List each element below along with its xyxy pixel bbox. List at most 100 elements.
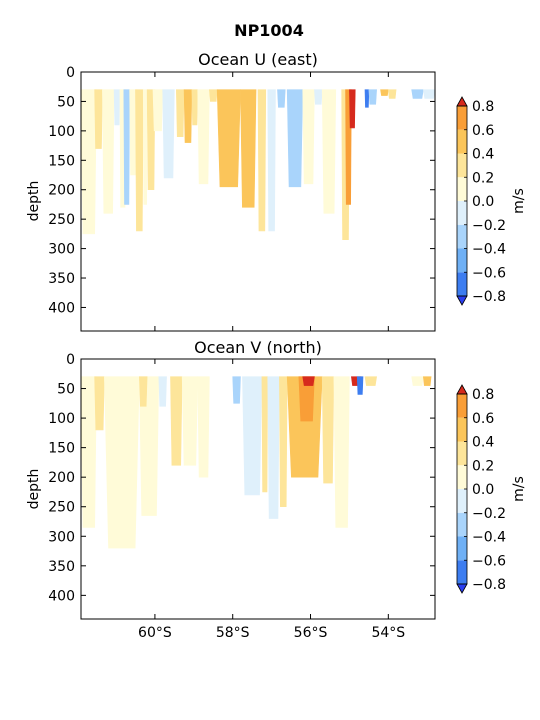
y-tick-label: 250 xyxy=(48,500,75,516)
panel-title-ocean-v: Ocean V (north) xyxy=(194,338,322,357)
contour-region xyxy=(135,89,144,232)
contour-region xyxy=(422,376,432,386)
colorbar-tick-label: 0.0 xyxy=(472,194,494,210)
contour-region xyxy=(286,89,304,188)
contour-region xyxy=(139,376,148,407)
contour-region xyxy=(123,89,130,205)
colorbar-tick-label: −0.6 xyxy=(472,265,506,281)
contour-region xyxy=(102,89,115,214)
colorbar-tick-label: 0.8 xyxy=(472,387,494,403)
x-tick-label: 60°S xyxy=(138,625,172,641)
contour-region xyxy=(158,376,167,407)
colorbar-swatch xyxy=(457,177,467,201)
contour-region xyxy=(411,89,424,99)
colorbar-swatch xyxy=(457,536,467,561)
colorbar-label-ocean-u: m/s xyxy=(511,188,527,214)
y-tick-label: 100 xyxy=(48,411,75,427)
colorbar-swatch xyxy=(457,417,467,442)
contour-region xyxy=(197,376,210,478)
contour-region xyxy=(94,376,105,431)
contour-region xyxy=(142,89,148,205)
contour-region xyxy=(261,376,269,493)
colorbar-swatch xyxy=(457,153,467,178)
figure-suptitle: NP1004 xyxy=(234,21,304,40)
colorbar-tick-label: −0.4 xyxy=(472,242,506,258)
contour-region xyxy=(216,89,241,188)
colorbar-tick-label: −0.6 xyxy=(472,553,506,569)
axes-ocean-u: 0 50 100 150 200 250 300 350 400 xyxy=(48,65,436,332)
colorbar-swatch xyxy=(457,465,467,489)
contour-region xyxy=(113,89,121,126)
contour-region xyxy=(183,89,193,143)
contour-region xyxy=(257,89,267,232)
colorbar-ocean-u: m/s −0.8 −0.6 −0.4 −0.2 0.0 0.2 0.4 0.6 0.8 xyxy=(456,96,527,306)
contour-region xyxy=(162,89,175,179)
panel-ocean-u: Ocean U (east) depth 0 50 100 150 200 250 300 3… xyxy=(26,50,436,332)
contour-region xyxy=(191,89,199,126)
contour-region xyxy=(302,89,315,185)
colorbar-swatch xyxy=(457,441,467,466)
colorbar-tick-label: −0.2 xyxy=(472,218,506,234)
contour-region xyxy=(314,89,323,105)
contour-region xyxy=(277,89,286,108)
plot-frame xyxy=(80,358,436,620)
contour-region xyxy=(356,376,364,395)
y-tick-label: 200 xyxy=(48,183,75,199)
contour-region xyxy=(364,89,370,108)
plot-frame xyxy=(80,71,436,332)
y-axis-label-ocean-v: depth xyxy=(26,469,42,510)
colorbar-swatch xyxy=(457,248,467,273)
y-tick-label: 350 xyxy=(48,559,75,575)
contour-region xyxy=(302,376,315,386)
colorbar-tick-label: 0.2 xyxy=(472,458,494,474)
contour-region xyxy=(279,376,288,508)
contour-region xyxy=(139,376,160,516)
contour-region xyxy=(104,376,140,549)
x-tick-label: 56°S xyxy=(294,625,328,641)
colorbar-swatch xyxy=(457,129,467,154)
colorbar-tick-label: 0.4 xyxy=(472,147,494,163)
contour-region xyxy=(94,89,103,149)
contour-region xyxy=(364,376,377,386)
contour-region xyxy=(170,376,183,466)
colorbar-tick-label: 0.2 xyxy=(472,170,494,186)
colorbar-swatch xyxy=(457,224,467,249)
contour-region xyxy=(267,89,276,232)
colorbar-swatch xyxy=(457,106,467,130)
colorbar-tick-label: −0.2 xyxy=(472,506,506,522)
x-tick-label: 54°S xyxy=(371,625,405,641)
panel-title-ocean-u: Ocean U (east) xyxy=(198,50,318,69)
contour-region xyxy=(232,376,241,404)
contour-region xyxy=(333,376,350,528)
contour-region xyxy=(380,89,389,96)
colorbar-swatch xyxy=(457,394,467,418)
colorbar-tick-label: 0.6 xyxy=(472,123,494,139)
y-tick-label: 350 xyxy=(48,271,75,287)
y-tick-label: 50 xyxy=(57,382,75,398)
y-tick-label: 150 xyxy=(48,153,75,169)
y-tick-label: 100 xyxy=(48,124,75,140)
y-tick-label: 0 xyxy=(66,352,75,368)
colorbar-swatch xyxy=(457,560,467,584)
colorbar-tick-label: 0.0 xyxy=(472,482,494,498)
colorbar-tick-label: 0.4 xyxy=(472,435,494,451)
colorbar-swatch xyxy=(457,489,467,513)
contour-region xyxy=(349,89,356,129)
contour-region xyxy=(411,376,424,386)
colorbar-tick-label: 0.8 xyxy=(472,99,494,115)
colorbar-tick-label: −0.8 xyxy=(472,289,506,305)
contour-region xyxy=(321,89,337,214)
contour-region xyxy=(368,89,377,105)
contour-region xyxy=(81,89,97,235)
contour-region xyxy=(146,89,156,191)
y-tick-label: 400 xyxy=(48,588,75,604)
colorbar-tick-label: −0.8 xyxy=(472,577,506,593)
contour-region xyxy=(242,376,263,496)
y-tick-label: 300 xyxy=(48,529,75,545)
colorbar-swatch xyxy=(457,272,467,296)
contour-region xyxy=(387,89,397,99)
contour-region xyxy=(197,89,210,185)
y-tick-label: 250 xyxy=(48,212,75,228)
contour-region xyxy=(240,89,257,208)
